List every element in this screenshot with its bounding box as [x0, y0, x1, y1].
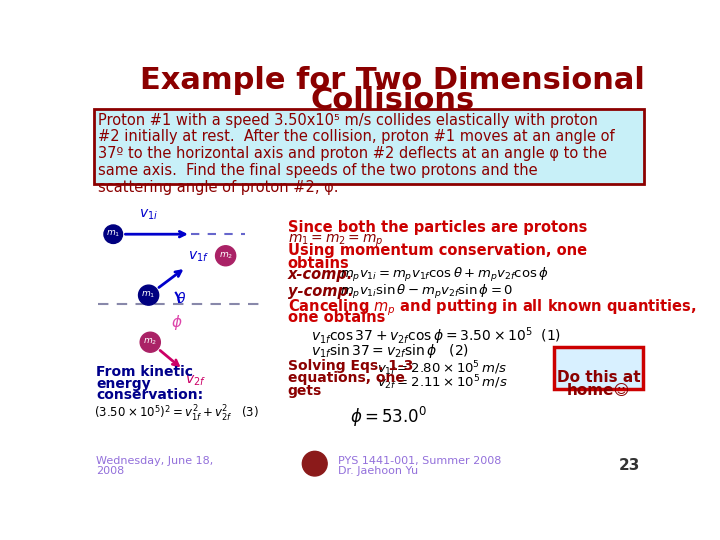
Text: $v_{1f}$: $v_{1f}$ — [188, 249, 209, 264]
Text: From kinetic: From kinetic — [96, 365, 193, 379]
Text: Using momentum conservation, one: Using momentum conservation, one — [287, 244, 587, 259]
Text: $m_1$: $m_1$ — [141, 290, 156, 300]
Text: $v_{1f}\cos 37 + v_{2f}\cos\phi = 3.50\times10^5$  (1): $v_{1f}\cos 37 + v_{2f}\cos\phi = 3.50\t… — [311, 325, 561, 347]
Text: $m_2$: $m_2$ — [219, 251, 233, 261]
Text: Do this at: Do this at — [557, 370, 640, 384]
Text: $v_{1f}\sin 37 = v_{2f}\sin\phi$   (2): $v_{1f}\sin 37 = v_{2f}\sin\phi$ (2) — [311, 342, 469, 360]
Text: PYS 1441-001, Summer 2008: PYS 1441-001, Summer 2008 — [338, 456, 501, 466]
Text: $v_{1f} = 2.80\times10^5\,m/s$: $v_{1f} = 2.80\times10^5\,m/s$ — [377, 359, 507, 377]
Text: 23: 23 — [619, 457, 640, 472]
Circle shape — [138, 285, 158, 305]
Text: $v_{2f} = 2.11\times10^5\,m/s$: $v_{2f} = 2.11\times10^5\,m/s$ — [377, 373, 508, 392]
Text: Wednesday, June 18,: Wednesday, June 18, — [96, 456, 213, 466]
Text: one obtains: one obtains — [287, 309, 385, 325]
Text: conservation:: conservation: — [96, 388, 203, 402]
Text: x-comp.: x-comp. — [287, 267, 353, 282]
Text: Canceling $m_p$ and putting in all known quantities,: Canceling $m_p$ and putting in all known… — [287, 298, 696, 318]
Text: 37º to the horizontal axis and proton #2 deflects at an angle φ to the: 37º to the horizontal axis and proton #2… — [98, 146, 607, 161]
Text: $(3.50\times10^5)^2 = v_{1f}^2 + v_{2f}^2$   (3): $(3.50\times10^5)^2 = v_{1f}^2 + v_{2f}^… — [94, 403, 258, 424]
Text: $\phi$: $\phi$ — [171, 313, 183, 332]
Text: same axis.  Find the final speeds of the two protons and the: same axis. Find the final speeds of the … — [98, 164, 537, 178]
Text: Solving Eqs. 1-3: Solving Eqs. 1-3 — [287, 359, 413, 373]
Text: home☺: home☺ — [567, 383, 630, 398]
Circle shape — [104, 225, 122, 244]
Text: Dr. Jaehoon Yu: Dr. Jaehoon Yu — [338, 466, 418, 476]
Text: $v_{1i}$: $v_{1i}$ — [139, 207, 158, 222]
Text: Since both the particles are protons: Since both the particles are protons — [287, 220, 587, 235]
Circle shape — [140, 332, 161, 352]
FancyBboxPatch shape — [94, 110, 644, 184]
Text: $m_1=m_2=m_p$: $m_1=m_2=m_p$ — [287, 233, 383, 249]
Text: #2 initially at rest.  After the collision, proton #1 moves at an angle of: #2 initially at rest. After the collisio… — [98, 130, 614, 145]
Text: $\phi = 53.0^0$: $\phi = 53.0^0$ — [350, 405, 427, 429]
FancyBboxPatch shape — [554, 347, 642, 389]
Text: energy: energy — [96, 377, 150, 390]
Text: gets: gets — [287, 383, 322, 397]
Text: $m_1$: $m_1$ — [106, 229, 120, 239]
Text: $m_2$: $m_2$ — [143, 337, 158, 347]
Text: $m_p v_{1i}\sin\theta - m_p v_{2f}\sin\phi = 0$: $m_p v_{1i}\sin\theta - m_p v_{2f}\sin\p… — [341, 284, 514, 301]
Text: $v_{2f}$: $v_{2f}$ — [185, 373, 206, 388]
Text: $\theta$: $\theta$ — [176, 291, 186, 306]
Text: equations, one: equations, one — [287, 372, 405, 385]
Text: $m_p v_{1i} = m_p v_{1f}\cos\theta + m_p v_{2f}\cos\phi$: $m_p v_{1i} = m_p v_{1f}\cos\theta + m_p… — [341, 266, 549, 284]
Text: 2008: 2008 — [96, 466, 125, 476]
Text: y-comp.: y-comp. — [287, 284, 353, 299]
Circle shape — [215, 246, 235, 266]
Circle shape — [302, 451, 327, 476]
Text: Collisions: Collisions — [310, 86, 474, 116]
Text: Example for Two Dimensional: Example for Two Dimensional — [140, 66, 644, 96]
Text: obtains: obtains — [287, 256, 349, 271]
Text: scattering angle of proton #2, φ.: scattering angle of proton #2, φ. — [98, 180, 338, 195]
Text: Proton #1 with a speed 3.50x10⁵ m/s collides elastically with proton: Proton #1 with a speed 3.50x10⁵ m/s coll… — [98, 112, 598, 127]
